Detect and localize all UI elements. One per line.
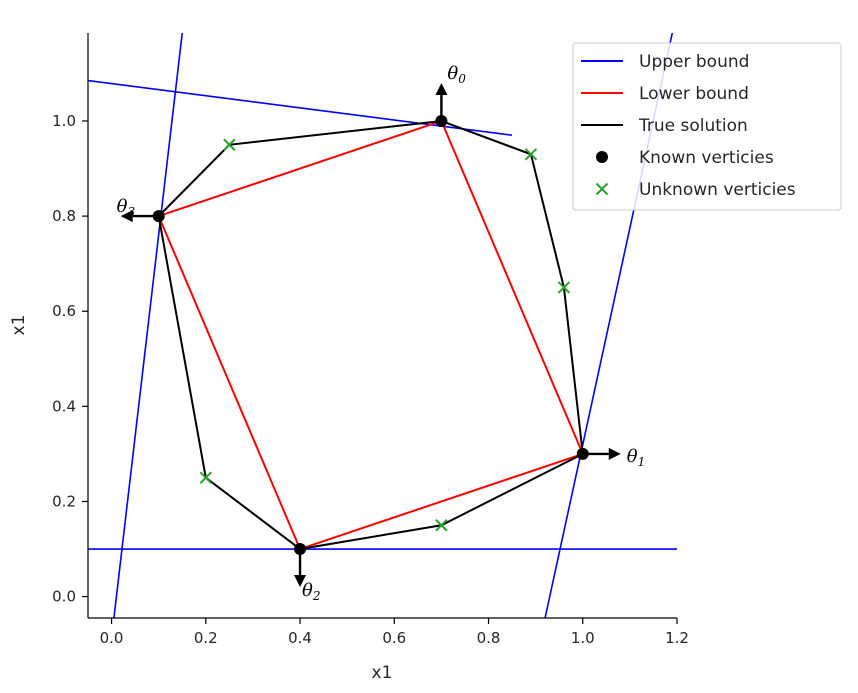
- y-tick-label: 0.0: [52, 588, 76, 606]
- theta-0-label: θ0: [447, 63, 466, 86]
- axes: [87, 33, 677, 619]
- svg-text:Known verticies: Known verticies: [639, 148, 774, 168]
- x-tick-label: 0.2: [194, 629, 218, 647]
- x-ticks: 0.0 0.2 0.4 0.6 0.8 1.0 1.2: [100, 618, 689, 647]
- y-tick-label: 0.2: [52, 492, 76, 510]
- x-tick-label: 1.2: [665, 629, 689, 647]
- legend-frame: [572, 42, 842, 211]
- legend-entry-true-solution: True solution: [581, 116, 748, 136]
- theta-1-label: θ1: [627, 446, 645, 469]
- x-tick-label: 0.0: [100, 629, 124, 647]
- svg-text:Lower bound: Lower bound: [639, 84, 749, 104]
- theta-1-arrow: [582, 447, 621, 460]
- legend-entry-unknown-verticies: Unknown verticies: [595, 180, 796, 200]
- y-tick-label: 0.4: [52, 397, 76, 415]
- svg-text:Upper bound: Upper bound: [639, 52, 749, 72]
- y-tick-label: 0.6: [52, 302, 76, 320]
- x-tick-label: 0.4: [288, 629, 312, 647]
- svg-text:True solution: True solution: [638, 116, 748, 136]
- upper-bound-line-1: [113, 33, 184, 618]
- y-axis-label: x1: [9, 315, 29, 336]
- unknown-vertex-2: [557, 281, 571, 294]
- unknown-vertex-4: [435, 519, 448, 532]
- legend-entry-upper-bound: Upper bound: [581, 52, 749, 72]
- legend-entry-lower-bound: Lower bound: [581, 84, 749, 104]
- x-axis-label: x1: [372, 663, 393, 683]
- theta-2-label: θ2: [302, 580, 320, 603]
- theta-0-arrow: [435, 82, 448, 121]
- unknown-vertex-1: [524, 148, 538, 161]
- x-tick-label: 0.6: [382, 629, 406, 647]
- y-ticks: 0.0 0.2 0.4 0.6 0.8 1.0: [52, 112, 88, 606]
- theta-2-arrow: [294, 549, 307, 588]
- svg-text:Unknown verticies: Unknown verticies: [639, 180, 796, 200]
- x-tick-label: 0.8: [477, 629, 501, 647]
- legend: Upper bound Lower bound True solution Known…: [572, 42, 842, 211]
- y-tick-label: 0.8: [52, 207, 76, 225]
- unknown-vertex-3: [199, 471, 213, 484]
- y-tick-label: 1.0: [52, 112, 76, 130]
- lower-bound-polygon: [157, 119, 585, 551]
- upper-bound-line-0: [88, 79, 513, 137]
- theta-3-label: θ3: [117, 196, 136, 219]
- theta-3-arrow: [120, 210, 159, 223]
- unknown-vertex-0: [223, 138, 236, 151]
- true-solution-polygon: [157, 119, 584, 551]
- legend-entry-known-verticies: Known verticies: [596, 148, 774, 168]
- x-tick-label: 1.0: [571, 629, 595, 647]
